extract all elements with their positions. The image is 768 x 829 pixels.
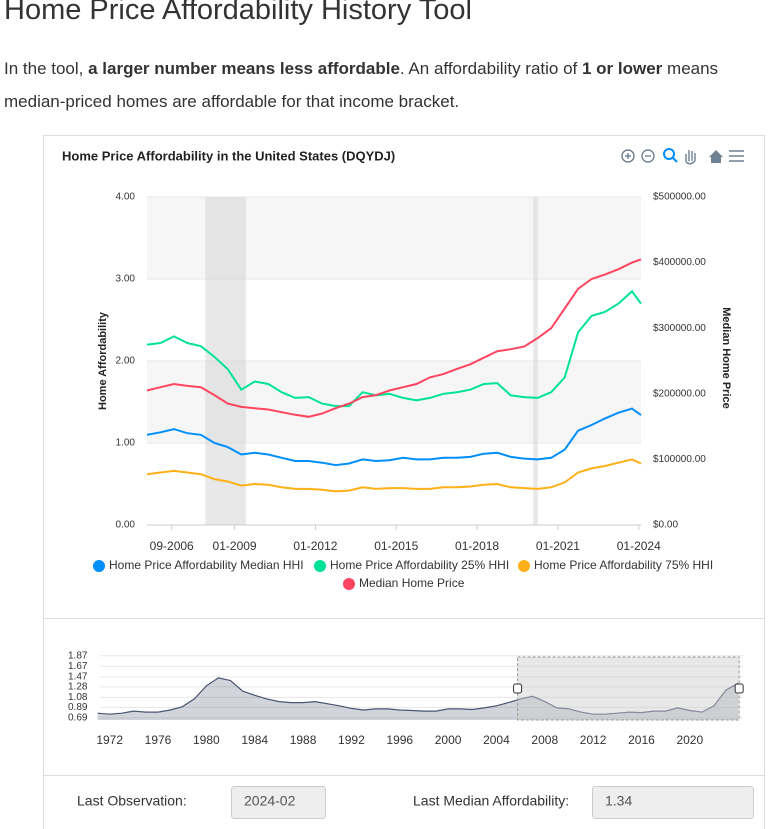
legend-item[interactable]: Home Price Affordability Median HHI bbox=[93, 558, 304, 572]
legend-label: Home Price Affordability 75% HHI bbox=[534, 558, 713, 572]
x-tick-label: 01-2024 bbox=[617, 539, 661, 553]
y2-tick-label: $400000.00 bbox=[653, 257, 706, 268]
toolbar[interactable] bbox=[621, 148, 744, 165]
series-line bbox=[146, 258, 642, 418]
x-tick-label: 1988 bbox=[290, 733, 317, 747]
intro-bold: 1 or lower bbox=[582, 59, 663, 78]
x-tick-label: 01-2009 bbox=[213, 539, 257, 553]
y2-tick-label: $100000.00 bbox=[653, 454, 706, 465]
legend-item[interactable]: Home Price Affordability 75% HHI bbox=[518, 558, 713, 572]
x-tick-label: 2020 bbox=[676, 733, 703, 747]
legend-marker bbox=[343, 578, 355, 590]
x-tick-label: 2016 bbox=[628, 733, 655, 747]
selection-handle[interactable] bbox=[734, 683, 744, 694]
reset-button[interactable] bbox=[709, 150, 723, 163]
affordability-value: 1.34 bbox=[605, 793, 632, 809]
selection-window[interactable] bbox=[517, 656, 740, 721]
x-tick-label: 1980 bbox=[193, 733, 220, 747]
observation-input[interactable] bbox=[231, 786, 326, 819]
x-tick-label: 2008 bbox=[531, 733, 558, 747]
intro-part: means median-priced homes are affordable… bbox=[4, 59, 719, 111]
y-tick-label: 0.89 bbox=[68, 702, 88, 713]
zoom-out-button[interactable] bbox=[641, 149, 655, 163]
x-tick-label: 2000 bbox=[435, 733, 462, 747]
x-tick-label: 2012 bbox=[580, 733, 607, 747]
series-line bbox=[146, 289, 642, 408]
affordability-input[interactable] bbox=[592, 786, 754, 819]
menu-button[interactable] bbox=[729, 150, 744, 162]
y-tick-label: 1.67 bbox=[68, 661, 88, 672]
x-tick-label: 1996 bbox=[386, 733, 413, 747]
x-tick-label: 1992 bbox=[338, 733, 365, 747]
y-tick-label: 1.28 bbox=[68, 681, 88, 692]
observation-value: 2024-02 bbox=[244, 793, 296, 809]
shaded-period bbox=[533, 197, 538, 525]
intro-part: In the tool, bbox=[4, 59, 89, 78]
legend-marker bbox=[93, 560, 105, 572]
y-tick-label: 2.00 bbox=[116, 356, 136, 367]
x-tick-label: 01-2018 bbox=[455, 539, 499, 553]
legend-marker bbox=[518, 560, 530, 572]
y-tick-label: 1.08 bbox=[68, 692, 88, 703]
y-tick-label: 4.00 bbox=[116, 192, 136, 203]
legend-label: Home Price Affordability 25% HHI bbox=[330, 558, 509, 572]
shaded-period bbox=[205, 197, 246, 525]
x-tick-label: 09-2006 bbox=[150, 539, 194, 553]
legend-marker bbox=[314, 560, 326, 572]
intro-text: In the tool, a larger number means less … bbox=[4, 52, 766, 118]
legend-label: Median Home Price bbox=[359, 576, 465, 590]
y2-tick-label: $500000.00 bbox=[653, 192, 706, 203]
x-tick-label: 1972 bbox=[96, 733, 123, 747]
y-axis-title: Home Affordability bbox=[97, 311, 109, 410]
y2-tick-label: $0.00 bbox=[653, 520, 678, 531]
series-line bbox=[146, 407, 642, 467]
y-tick-label: 0.69 bbox=[68, 713, 88, 724]
card-border bbox=[43, 135, 765, 829]
series-line bbox=[146, 458, 642, 493]
observation-label: Last Observation: bbox=[77, 793, 187, 809]
area-fill bbox=[97, 677, 739, 720]
x-tick-label: 01-2012 bbox=[293, 539, 337, 553]
chart-title: Home Price Affordability in the United S… bbox=[62, 148, 395, 163]
x-tick-label: 01-2015 bbox=[374, 539, 418, 553]
x-tick-label: 2004 bbox=[483, 733, 510, 747]
y-tick-label: 1.87 bbox=[68, 650, 88, 661]
legend-item[interactable]: Home Price Affordability 25% HHI bbox=[314, 558, 509, 572]
y-tick-label: 3.00 bbox=[116, 274, 136, 285]
y2-tick-label: $200000.00 bbox=[653, 388, 706, 399]
page-title: Home Price Affordability History Tool bbox=[4, 0, 472, 26]
pan-button[interactable] bbox=[685, 150, 696, 165]
area-line bbox=[97, 677, 739, 715]
legend-label: Home Price Affordability Median HHI bbox=[109, 558, 304, 572]
y-tick-label: 1.00 bbox=[116, 438, 136, 449]
selection-handle[interactable] bbox=[513, 683, 523, 694]
legend-item[interactable]: Median Home Price bbox=[343, 576, 465, 590]
x-tick-label: 1976 bbox=[145, 733, 172, 747]
x-tick-label: 01-2021 bbox=[536, 539, 580, 553]
y-tick-label: 1.47 bbox=[68, 671, 88, 682]
zoom-in-button[interactable] bbox=[621, 149, 635, 163]
x-tick-label: 1984 bbox=[241, 733, 268, 747]
intro-bold: a larger number means less affordable bbox=[88, 59, 400, 78]
zoom-select-button[interactable] bbox=[663, 148, 678, 163]
y-tick-label: 0.00 bbox=[116, 520, 136, 531]
y2-tick-label: $300000.00 bbox=[653, 323, 706, 334]
intro-part: . An affordability ratio of bbox=[399, 59, 582, 78]
affordability-label: Last Median Affordability: bbox=[413, 793, 569, 809]
y2-axis-title: Median Home Price bbox=[720, 307, 732, 408]
